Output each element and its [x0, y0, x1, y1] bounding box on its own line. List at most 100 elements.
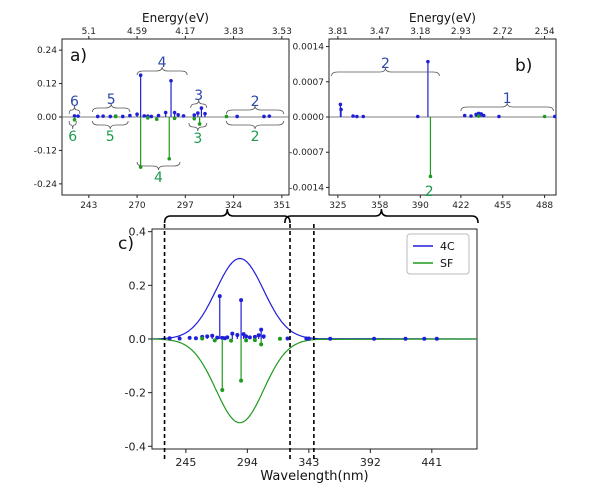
- y-tick-label: 0.2: [129, 279, 147, 292]
- group-label-SF: 3: [193, 131, 202, 147]
- stem-marker-4C: [120, 114, 125, 119]
- stem-marker-SF: [197, 122, 202, 126]
- group-label-4C: 1: [503, 91, 512, 107]
- group-label-SF: 5: [106, 129, 115, 145]
- group-label-4C: 2: [251, 94, 260, 110]
- stem-marker-4C: [138, 73, 143, 78]
- y-tick-label: 0.0014: [293, 43, 325, 53]
- group-label-4C: 3: [194, 88, 203, 104]
- stem-marker-4C: [328, 336, 333, 341]
- stem-marker-4C: [196, 111, 200, 115]
- stem-marker-4C: [285, 336, 290, 341]
- y-tick-label: 0.24: [37, 46, 57, 56]
- x-tick-label: 441: [421, 456, 442, 469]
- stem-marker-4C: [193, 336, 198, 341]
- stem-marker-4C: [247, 335, 252, 340]
- brace-4C: [190, 99, 208, 109]
- brace-4C: [91, 103, 131, 113]
- top-tick-label: 3.47: [370, 27, 390, 37]
- stem-marker-4C: [210, 333, 215, 338]
- y-tick-label: -0.24: [34, 180, 58, 190]
- stem-marker-4C: [187, 335, 192, 340]
- top-tick-label: 4.17: [175, 27, 195, 37]
- stem-marker-4C: [355, 114, 359, 119]
- stem-marker-4C: [217, 294, 222, 299]
- top-tick-label: 3.83: [224, 27, 244, 37]
- stem-marker-4C: [230, 331, 235, 336]
- x-tick-label: 243: [80, 201, 97, 211]
- brace-SF: [226, 120, 285, 130]
- stem-marker-SF: [428, 174, 433, 179]
- legend-box: [406, 233, 470, 275]
- stem-marker-4C: [192, 113, 197, 117]
- stem-marker-SF: [259, 342, 264, 347]
- x-tick-label: 422: [452, 201, 469, 211]
- stem-marker-4C: [176, 112, 180, 117]
- stem-marker-SF: [252, 338, 257, 343]
- stem-marker-4C: [497, 114, 501, 119]
- stem-marker-SF: [220, 387, 225, 392]
- legend: 4C SF: [406, 233, 470, 275]
- top-tick-label: 2.93: [451, 27, 471, 37]
- group-label-SF: 4: [154, 170, 163, 186]
- legend-label-4C: 4C: [440, 240, 455, 253]
- stem-marker-4C: [149, 114, 154, 119]
- stem-marker-4C: [267, 114, 272, 118]
- stem-marker-4C: [135, 112, 139, 117]
- group-label-SF: 2: [251, 129, 260, 145]
- panel-c: 0.4 0.2 0.0 -0.2 -0.4 245 294 343 392 441 Waveleng…: [118, 226, 478, 484]
- stem-marker-SF: [72, 117, 77, 122]
- brace-4C: [68, 105, 81, 115]
- stem-marker-4C: [167, 336, 172, 341]
- brace-4C: [226, 105, 285, 115]
- stem-marker-4C: [199, 106, 204, 110]
- y-tick-label: 0.4: [129, 226, 147, 239]
- stem-marker-4C: [462, 113, 467, 118]
- stem-marker-4C: [177, 336, 182, 341]
- stem-marker-4C: [256, 333, 261, 338]
- stem-marker-SF: [192, 116, 197, 121]
- stem-marker-4C: [101, 114, 105, 118]
- group-label-4C: 4: [158, 55, 167, 71]
- stem-marker-4C: [481, 113, 486, 118]
- group-label-SF: 2: [425, 184, 434, 200]
- brace-SF: [188, 122, 208, 132]
- stem-marker-SF: [244, 338, 249, 343]
- group-label-4C: 5: [107, 92, 116, 108]
- stem-marker-4C: [434, 336, 439, 341]
- top-axis-label: Energy(eV): [409, 11, 476, 25]
- group-label-4C: 6: [70, 94, 79, 110]
- top-tick-label: 2.72: [493, 27, 513, 37]
- stem-marker-4C: [95, 114, 100, 119]
- panel-label: a): [70, 46, 87, 66]
- y-tick-label: -0.12: [34, 146, 57, 156]
- x-tick-label: 294: [237, 456, 258, 469]
- stem-marker-4C: [415, 114, 420, 119]
- stem-marker-SF: [229, 338, 234, 343]
- panel-connectors: [163, 208, 479, 459]
- brace-to-panel-b: [284, 208, 479, 224]
- x-axis-label: Wavelength(nm): [260, 469, 368, 484]
- stem-marker-4C: [203, 111, 207, 116]
- group-label-4C: 2: [381, 56, 390, 72]
- stem-marker-4C: [372, 336, 377, 341]
- brace-4C: [331, 67, 440, 77]
- stem-marker-SF: [200, 336, 205, 341]
- x-tick-label: 324: [225, 201, 242, 211]
- stem-marker-SF: [113, 114, 118, 119]
- y-tick-label: 0.0007: [293, 78, 325, 88]
- stem-marker-SF: [172, 116, 177, 121]
- brace-SF: [68, 120, 77, 130]
- y-tick-label: -0.0014: [289, 183, 324, 193]
- stem-marker-4C: [338, 102, 343, 107]
- stem-marker-4C: [205, 334, 210, 339]
- stem-marker-4C: [261, 334, 266, 339]
- brace-4C: [136, 66, 188, 76]
- top-tick-label: 2.54: [535, 27, 555, 37]
- group-label-SF: 6: [68, 129, 77, 145]
- x-tick-label: 455: [494, 201, 511, 211]
- top-tick-label: 3.53: [272, 27, 292, 37]
- y-tick-label: 0.0000: [293, 113, 325, 123]
- stem-marker-4C: [72, 114, 77, 118]
